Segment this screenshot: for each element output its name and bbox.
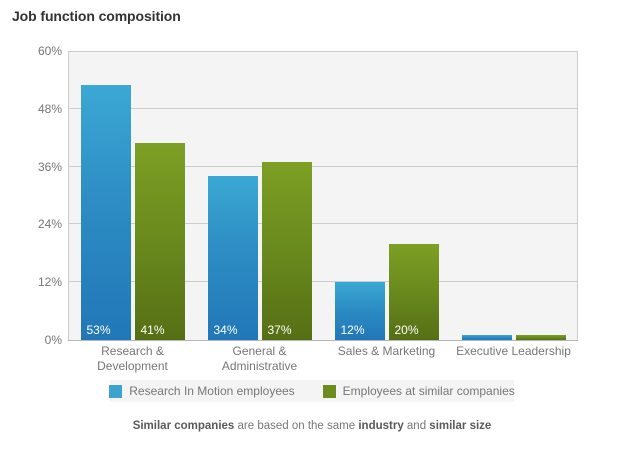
gridlines xyxy=(69,52,577,340)
bar-group: 34% 37% xyxy=(207,51,312,340)
footnote: Similar companies are based on the same … xyxy=(0,420,624,432)
footnote-text-2: and xyxy=(403,420,430,432)
bar-value-label: 37% xyxy=(267,323,292,337)
footnote-term-similar-companies: Similar companies xyxy=(132,420,235,432)
bar[interactable] xyxy=(515,335,566,340)
x-axis-tick-label: Sales & Marketing xyxy=(317,344,457,359)
legend-item[interactable]: Research In Motion employees xyxy=(109,384,295,398)
x-axis-tick-label: Research & Development xyxy=(63,344,203,374)
x-axis-tick-label-line: General & xyxy=(232,344,287,358)
y-axis: 0% 12% 24% 36% 48% 60% xyxy=(0,44,62,347)
footnote-term-industry: industry xyxy=(358,420,404,432)
bar-group xyxy=(461,51,566,340)
gridline xyxy=(69,223,577,225)
y-axis-tick-label: 12% xyxy=(37,275,62,290)
bar-value-label: 34% xyxy=(213,323,238,337)
bar[interactable]: 41% xyxy=(134,142,185,340)
x-axis: Research & Development General & Administra… xyxy=(69,344,577,378)
bar[interactable]: 12% xyxy=(334,282,385,340)
chart-legend: Research In Motion employees Employees at… xyxy=(109,380,515,402)
footnote-text-1: are based on the same xyxy=(234,420,359,432)
y-axis-tick-label: 60% xyxy=(37,44,62,58)
bar[interactable]: 34% xyxy=(207,176,258,340)
legend-swatch-icon xyxy=(322,384,336,398)
x-axis-tick-label: Executive Leadership xyxy=(444,344,584,359)
bar[interactable]: 37% xyxy=(261,161,312,340)
bar-value-label: 20% xyxy=(394,323,419,337)
gridline xyxy=(69,165,577,167)
x-axis-tick-label-line: Research & xyxy=(101,344,164,358)
x-axis-tick-label-line: Sales & Marketing xyxy=(337,344,436,358)
y-axis-tick-label: 48% xyxy=(37,101,62,116)
bar-group: 12% 20% xyxy=(334,51,439,340)
bar-group: 53% 41% xyxy=(80,51,185,340)
bar[interactable] xyxy=(461,335,512,340)
x-axis-tick-label-line: Development xyxy=(97,359,168,373)
bar-value-label: 53% xyxy=(86,323,111,337)
legend-label: Employees at similar companies xyxy=(342,384,515,398)
y-axis-tick-label: 36% xyxy=(37,159,62,174)
y-axis-tick-label: 24% xyxy=(37,217,62,232)
page-title: Job function composition xyxy=(12,8,181,24)
legend-swatch-icon xyxy=(109,384,123,398)
y-axis-tick-label: 0% xyxy=(44,333,62,347)
x-axis-baseline xyxy=(68,340,578,341)
legend-item[interactable]: Employees at similar companies xyxy=(322,384,515,398)
footnote-term-similar-size: similar size xyxy=(429,420,492,432)
x-axis-tick-label-line: Administrative xyxy=(221,359,298,373)
bar-value-label: 41% xyxy=(140,323,165,337)
bar[interactable]: 53% xyxy=(80,84,131,340)
x-axis-tick-label-line: Executive Leadership xyxy=(456,344,571,358)
gridline xyxy=(69,107,577,109)
bars-layer: 53% 41% 34% 37% 12% 20% xyxy=(69,51,577,340)
x-axis-tick-label: General & Administrative xyxy=(190,344,330,374)
bar-value-label: 12% xyxy=(340,323,365,337)
legend-label: Research In Motion employees xyxy=(129,384,295,398)
bar[interactable]: 20% xyxy=(388,243,439,340)
gridline xyxy=(69,281,577,283)
